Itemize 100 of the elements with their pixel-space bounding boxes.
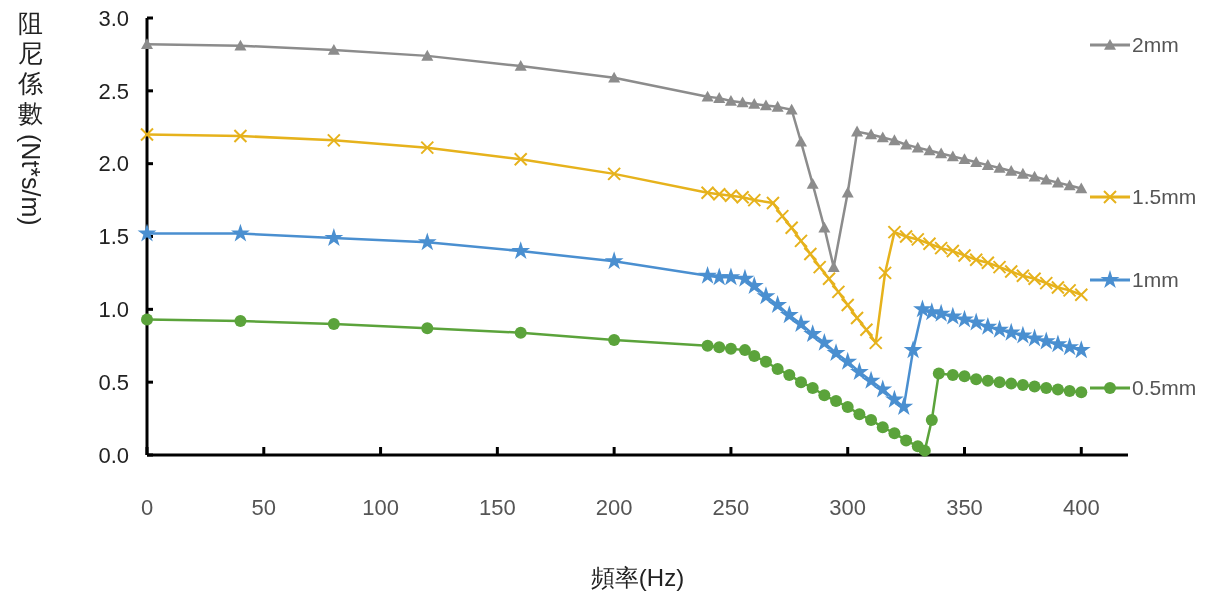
point [946, 368, 959, 381]
point [327, 44, 340, 55]
point [970, 156, 983, 168]
y-tick-label: 2.5 [98, 78, 129, 104]
point [1001, 322, 1021, 341]
y-tick-label: 1.0 [98, 297, 129, 323]
point [140, 127, 154, 142]
point [420, 140, 435, 155]
point [1060, 337, 1080, 356]
point [141, 38, 153, 50]
point [830, 395, 843, 408]
point [818, 221, 831, 233]
legend-label: 2mm [1132, 33, 1179, 57]
x-tick-label: 250 [712, 495, 750, 520]
point [853, 408, 866, 421]
point [1048, 334, 1068, 353]
point [721, 267, 741, 286]
point [1040, 381, 1053, 394]
point [1051, 176, 1064, 188]
point [943, 306, 963, 325]
point [849, 362, 869, 380]
point [771, 363, 784, 376]
point [831, 284, 846, 299]
point [327, 317, 340, 330]
point [511, 241, 531, 260]
x-tick-label: 50 [251, 495, 277, 520]
point [514, 60, 527, 71]
point [421, 322, 434, 335]
point [851, 125, 864, 137]
point [966, 312, 986, 331]
point [958, 153, 971, 165]
point [1071, 340, 1091, 359]
point [765, 196, 780, 210]
point [748, 97, 761, 109]
point [888, 134, 901, 146]
point [608, 71, 621, 83]
point [958, 370, 971, 383]
y-axis-title: 阻尼係數(Nt*s/m) [16, 9, 45, 226]
point [1028, 170, 1041, 182]
point [713, 341, 726, 354]
point [818, 389, 831, 402]
x-tick-label: 300 [829, 495, 867, 520]
point [744, 276, 764, 295]
point [878, 265, 893, 280]
point [701, 339, 714, 352]
point [775, 209, 790, 224]
point [806, 178, 819, 189]
point [1039, 276, 1054, 291]
point [768, 295, 788, 313]
x-tick-label: 200 [595, 495, 633, 520]
legend-label: 1mm [1132, 268, 1179, 292]
point [608, 333, 621, 346]
point [925, 414, 938, 427]
point [826, 343, 846, 362]
point [946, 150, 959, 162]
point [724, 95, 737, 106]
point [1074, 287, 1089, 302]
point [993, 162, 1006, 173]
point [514, 326, 527, 339]
point [812, 260, 827, 275]
point [814, 332, 834, 351]
point [698, 265, 717, 284]
point [993, 376, 1006, 389]
point [803, 324, 823, 343]
point [791, 314, 811, 332]
point [806, 381, 819, 394]
point [1028, 380, 1041, 393]
point [841, 186, 854, 198]
y-tick-label: 3.0 [98, 5, 129, 31]
y-tick-label: 0.0 [98, 442, 129, 468]
point [865, 414, 878, 427]
point [794, 233, 808, 248]
point [137, 223, 157, 242]
point [1016, 167, 1029, 179]
point [738, 344, 751, 357]
point [1005, 377, 1018, 390]
point [326, 133, 341, 148]
point [784, 220, 799, 235]
point [850, 311, 865, 326]
point [887, 225, 902, 240]
point [234, 39, 247, 51]
point [876, 421, 889, 434]
x-tick-label: 350 [946, 495, 983, 520]
point [231, 223, 250, 242]
x-axis-title: 頻率(Hz) [590, 564, 685, 591]
point [759, 99, 772, 111]
point [922, 236, 937, 251]
point [865, 128, 878, 140]
point [783, 368, 796, 381]
legend-label: 1.5mm [1132, 185, 1197, 209]
point [859, 322, 874, 337]
y-tick-label: 0.5 [98, 369, 129, 395]
point [1063, 384, 1076, 397]
point [759, 355, 772, 368]
point [724, 342, 737, 355]
point [876, 131, 889, 143]
point [923, 144, 936, 156]
point [233, 128, 248, 143]
point [873, 379, 893, 398]
point [803, 246, 818, 261]
